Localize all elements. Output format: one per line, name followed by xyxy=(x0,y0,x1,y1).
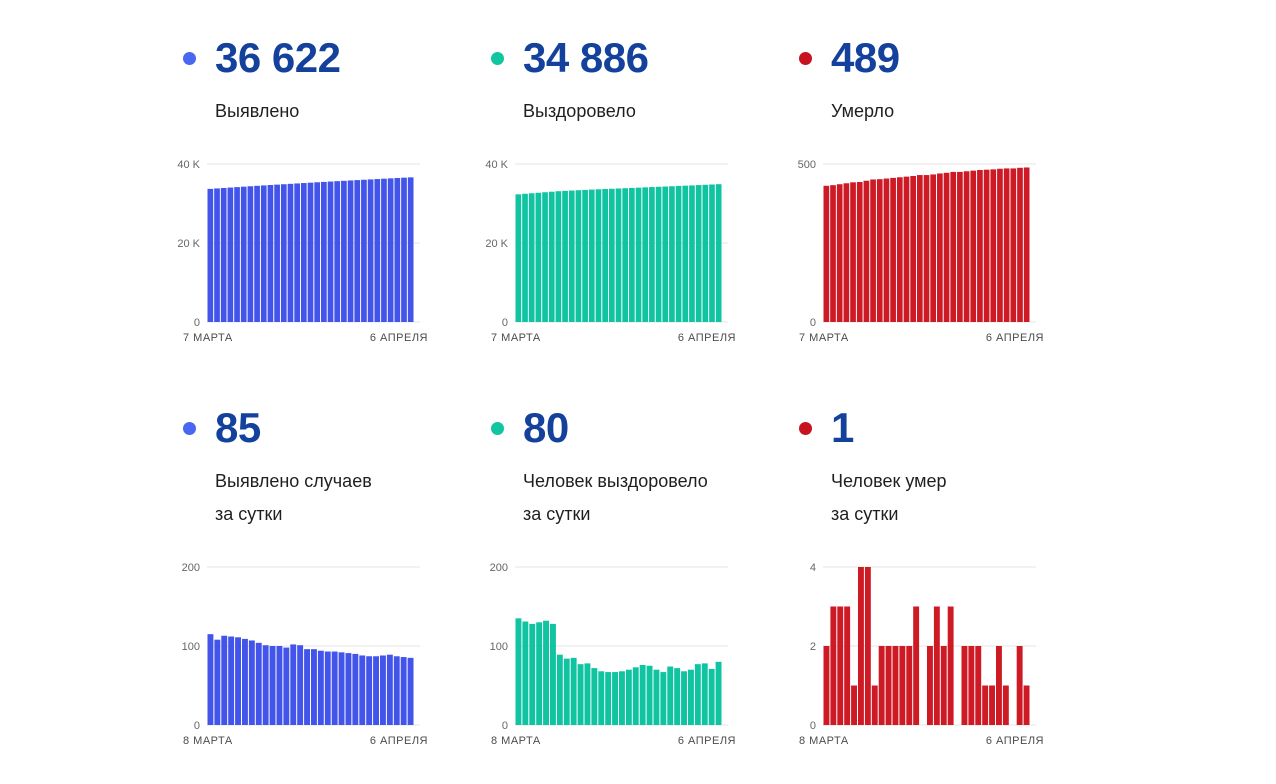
stat-row: 34 886 xyxy=(478,34,786,81)
stat-row: 36 622 xyxy=(170,34,478,81)
panel-detected-total: 36 622 Выявлено 0 20 K 40 K 7 МАРТА 6 АПРЕЛЯ xyxy=(170,34,478,405)
stat-label: Умерло xyxy=(831,101,895,121)
died-dot-icon xyxy=(799,421,812,435)
panel-detected-daily: 85 Выявлено случаев за сутки 0 100 200 8 МА… xyxy=(170,404,478,775)
stat-row: 1 xyxy=(786,404,1094,451)
died-total-chart[interactable]: 0 500 7 МАРТА 6 АПРЕЛЯ xyxy=(786,154,1048,346)
died-dot-icon xyxy=(799,51,812,65)
panel-died-total: 489 Умерло 0 500 7 МАРТА 6 АПРЕЛЯ xyxy=(786,34,1094,405)
svg-text:20 K: 20 K xyxy=(177,238,200,250)
svg-text:20 K: 20 K xyxy=(485,238,508,250)
panel-recovered-total: 34 886 Выздоровело 0 20 K 40 K 7 МАРТА 6 АПР… xyxy=(478,34,786,405)
svg-text:100: 100 xyxy=(182,641,200,653)
svg-text:8 МАРТА: 8 МАРТА xyxy=(491,735,541,747)
stat-value: 85 xyxy=(215,404,261,451)
svg-text:0: 0 xyxy=(502,720,508,732)
stat-label: Выявлено случаев за сутки xyxy=(215,471,372,524)
svg-text:6 АПРЕЛЯ: 6 АПРЕЛЯ xyxy=(678,332,736,344)
svg-text:40 K: 40 K xyxy=(485,159,508,171)
panel-recovered-daily: 80 Человек выздоровело за сутки 0 100 200 8… xyxy=(478,404,786,775)
svg-text:6 АПРЕЛЯ: 6 АПРЕЛЯ xyxy=(370,735,428,747)
died-daily-chart[interactable]: 0 2 4 8 МАРТА 6 АПРЕЛЯ xyxy=(786,557,1048,749)
stat-label: Человек умер за сутки xyxy=(831,471,947,524)
svg-text:0: 0 xyxy=(194,317,200,329)
recovered-total-chart[interactable]: 0 20 K 40 K 7 МАРТА 6 АПРЕЛЯ xyxy=(478,154,740,346)
stat-row: 85 xyxy=(170,404,478,451)
stat-value: 36 622 xyxy=(215,34,341,81)
svg-text:6 АПРЕЛЯ: 6 АПРЕЛЯ xyxy=(678,735,736,747)
recovered-dot-icon xyxy=(491,421,504,435)
svg-text:0: 0 xyxy=(810,317,816,329)
recovered-daily-chart[interactable]: 0 100 200 8 МАРТА 6 АПРЕЛЯ xyxy=(478,557,740,749)
svg-text:8 МАРТА: 8 МАРТА xyxy=(799,735,849,747)
svg-text:6 АПРЕЛЯ: 6 АПРЕЛЯ xyxy=(986,735,1044,747)
stat-label: Выздоровело xyxy=(523,101,636,121)
svg-text:2: 2 xyxy=(810,641,816,653)
covid-stats-dashboard: 36 622 Выявлено 0 20 K 40 K 7 МАРТА 6 АПРЕЛЯ… xyxy=(170,34,1276,775)
svg-text:6 АПРЕЛЯ: 6 АПРЕЛЯ xyxy=(370,332,428,344)
stat-value: 1 xyxy=(831,404,854,451)
svg-text:200: 200 xyxy=(490,562,508,574)
svg-text:500: 500 xyxy=(798,159,816,171)
svg-text:7 МАРТА: 7 МАРТА xyxy=(183,332,233,344)
svg-text:7 МАРТА: 7 МАРТА xyxy=(799,332,849,344)
stat-value: 80 xyxy=(523,404,569,451)
svg-text:0: 0 xyxy=(502,317,508,329)
svg-text:8 МАРТА: 8 МАРТА xyxy=(183,735,233,747)
stat-label: Человек выздоровело за сутки xyxy=(523,471,708,524)
stat-label: Выявлено xyxy=(215,101,300,121)
detected-dot-icon xyxy=(183,51,196,65)
stat-row: 80 xyxy=(478,404,786,451)
svg-text:100: 100 xyxy=(490,641,508,653)
stat-value: 489 xyxy=(831,34,900,81)
svg-text:4: 4 xyxy=(810,562,816,574)
svg-text:7 МАРТА: 7 МАРТА xyxy=(491,332,541,344)
svg-text:200: 200 xyxy=(182,562,200,574)
detected-daily-chart[interactable]: 0 100 200 8 МАРТА 6 АПРЕЛЯ xyxy=(170,557,432,749)
svg-text:0: 0 xyxy=(810,720,816,732)
svg-text:0: 0 xyxy=(194,720,200,732)
stat-row: 489 xyxy=(786,34,1094,81)
detected-total-chart[interactable]: 0 20 K 40 K 7 МАРТА 6 АПРЕЛЯ xyxy=(170,154,432,346)
svg-text:40 K: 40 K xyxy=(177,159,200,171)
stat-value: 34 886 xyxy=(523,34,649,81)
panel-died-daily: 1 Человек умер за сутки 0 2 4 8 МАРТА 6 АПРЕ… xyxy=(786,404,1094,775)
detected-dot-icon xyxy=(183,421,196,435)
recovered-dot-icon xyxy=(491,51,504,65)
svg-text:6 АПРЕЛЯ: 6 АПРЕЛЯ xyxy=(986,332,1044,344)
